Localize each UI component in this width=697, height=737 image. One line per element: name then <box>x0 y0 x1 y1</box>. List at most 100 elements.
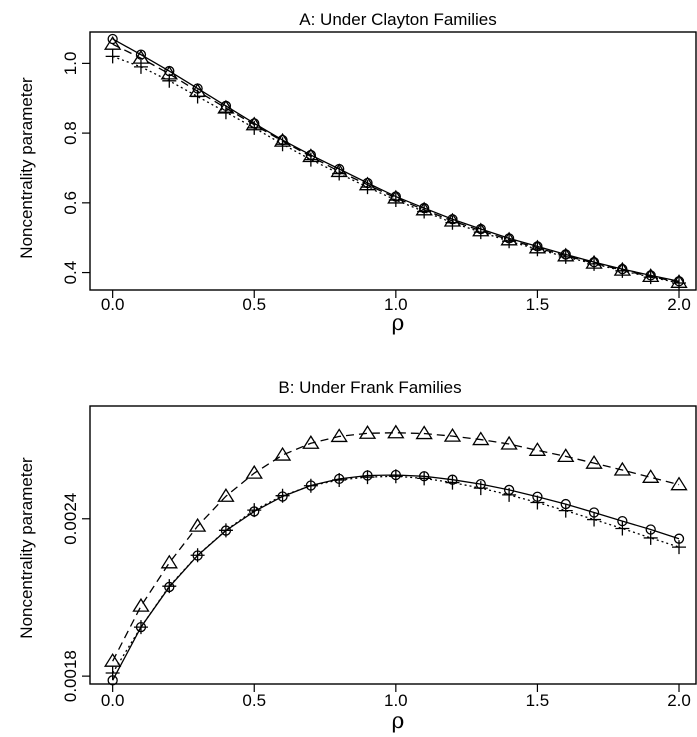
panel-a-point-plus <box>417 204 432 219</box>
panel-b-point-triangle <box>245 464 263 479</box>
panel-a-point-plus <box>247 120 262 135</box>
panel-b-point-plus <box>473 481 488 496</box>
panel-b-x-tick-label: 0.5 <box>242 691 266 710</box>
panel-a-series-circle-line <box>112 38 680 282</box>
panel-a-x-tick-label: 2.0 <box>667 295 691 314</box>
panel-b-point-plus <box>332 472 347 487</box>
panel-a-y-tick-label: 1.0 <box>61 52 80 76</box>
panel-b-point-plus <box>105 665 120 680</box>
panel-b-plot-frame <box>89 405 697 685</box>
panel-b-point-triangle <box>585 454 603 469</box>
panel-b-x-tick-label: 0.0 <box>101 691 125 710</box>
panel-a-y-axis-label: Noncentrality parameter <box>17 77 36 259</box>
panel-a-point-plus <box>643 270 658 285</box>
panel-a-point-plus <box>190 89 205 104</box>
panel-a-plot-frame <box>89 31 697 291</box>
panel-b-series-circle-line <box>112 474 680 681</box>
panel-a-point-plus <box>445 215 460 230</box>
panel-b-title: B: Under Frank Families <box>278 378 461 397</box>
panel-a-point-plus <box>502 234 517 249</box>
panel-b-point-plus <box>445 475 460 490</box>
panel-b-point-triangle <box>415 425 433 440</box>
panel-b-x-tick-label: 1.0 <box>384 691 408 710</box>
panel-b-point-triangle <box>642 469 660 483</box>
panel-b-point-plus <box>218 523 233 538</box>
panel-a-point-plus <box>303 152 318 167</box>
panel-a-point-plus <box>587 256 602 271</box>
panel-b-point-triangle <box>132 597 150 612</box>
panel-a-point-plus <box>162 73 177 88</box>
panel-b-point-plus <box>303 478 318 493</box>
panel-b-point-triangle <box>188 517 207 532</box>
panel-b-y-tick-label: 0.0018 <box>61 650 80 702</box>
panel-b-point-triangle <box>670 476 688 491</box>
panel-b-series-plus-line <box>112 475 680 674</box>
panel-b-y-tick-label: 0.0024 <box>61 493 80 545</box>
panel-b-point-plus <box>133 620 148 635</box>
panel-a-point-plus <box>530 242 545 257</box>
panel-a-point-triangle <box>103 35 122 50</box>
panel-a-point-plus <box>615 263 630 278</box>
panel-b-point-plus <box>275 488 290 503</box>
panel-b-marks <box>103 424 688 686</box>
panel-b-point-plus <box>417 471 432 486</box>
panel-b-point-plus <box>587 512 602 527</box>
panel-a-x-tick-label: 1.5 <box>526 295 550 314</box>
panel-b-axes: 0.0 0.5 1.0 1.5 2.0 0.0018 0.0024 <box>61 493 691 710</box>
panel-b-point-plus <box>162 579 177 594</box>
panel-b-point-triangle <box>557 448 575 463</box>
panel-b-point-triangle <box>500 435 518 450</box>
panel-b-point-triangle <box>472 431 490 446</box>
panel-a-y-tick-label: 0.4 <box>61 261 80 285</box>
panel-b-point-triangle <box>443 427 462 442</box>
panel-b-point-plus <box>247 503 262 518</box>
panel-a-x-axis-label: ρ <box>392 311 405 336</box>
panel-b-point-triangle <box>358 425 377 439</box>
panel-b-point-triangle <box>273 446 292 461</box>
panel-b-x-tick-label: 1.5 <box>526 691 550 710</box>
panel-a-axes: 0.0 0.5 1.0 1.5 2.0 0.4 0.6 0.8 1.0 <box>61 52 691 314</box>
panel-b-series-triangle-line <box>112 432 680 662</box>
panel-b-point-triangle <box>302 435 320 449</box>
panel-b-point-plus <box>530 495 545 510</box>
panel-b-point-plus <box>388 469 403 484</box>
panel-a-x-tick-label: 1.0 <box>384 295 408 314</box>
panel-a-series-triangle-line <box>112 43 680 283</box>
panel-a-point-plus <box>388 193 403 208</box>
panel-a-point-plus <box>360 180 375 195</box>
panel-b-point-triangle <box>330 428 348 443</box>
panel-a-point-plus <box>558 249 573 264</box>
panel-b-point-plus <box>643 530 658 545</box>
panel-b-point-plus <box>360 470 375 485</box>
panel-b-point-triangle <box>387 424 405 439</box>
panel-a-point-plus <box>218 105 233 120</box>
panel-b-point-triangle <box>613 461 632 476</box>
panel-b-point-plus <box>672 540 687 555</box>
panel-a-y-tick-label: 0.6 <box>61 191 80 215</box>
panel-a-clayton: A: Under Clayton Families Noncentrality … <box>17 10 697 336</box>
panel-a-y-tick-label: 0.8 <box>61 121 80 145</box>
panel-a-point-plus <box>672 276 687 291</box>
panel-b-point-triangle <box>528 442 547 456</box>
panel-b-y-axis-label: Noncentrality parameter <box>17 457 36 639</box>
panel-b-point-triangle <box>217 487 235 502</box>
panel-b-frank: B: Under Frank Families Noncentrality pa… <box>17 378 697 734</box>
panel-a-point-plus <box>473 225 488 240</box>
panel-b-point-plus <box>190 548 205 563</box>
panel-a-series-plus-line <box>112 55 680 284</box>
panel-b-point-plus <box>558 503 573 518</box>
panel-a-point-circle <box>107 33 118 45</box>
panel-a-x-tick-label: 0.0 <box>101 295 125 314</box>
panel-b-point-plus <box>615 521 630 536</box>
panel-b-x-tick-label: 2.0 <box>667 691 691 710</box>
panel-a-point-plus <box>332 166 347 181</box>
panel-b-point-triangle <box>160 554 178 569</box>
panel-a-point-plus <box>275 137 290 152</box>
panel-a-x-tick-label: 0.5 <box>242 295 266 314</box>
panel-b-point-plus <box>502 487 517 502</box>
panel-b-x-axis-label: ρ <box>392 709 405 734</box>
panel-a-marks <box>103 33 688 291</box>
panel-a-title: A: Under Clayton Families <box>299 10 496 29</box>
panel-a-point-plus <box>105 49 120 64</box>
